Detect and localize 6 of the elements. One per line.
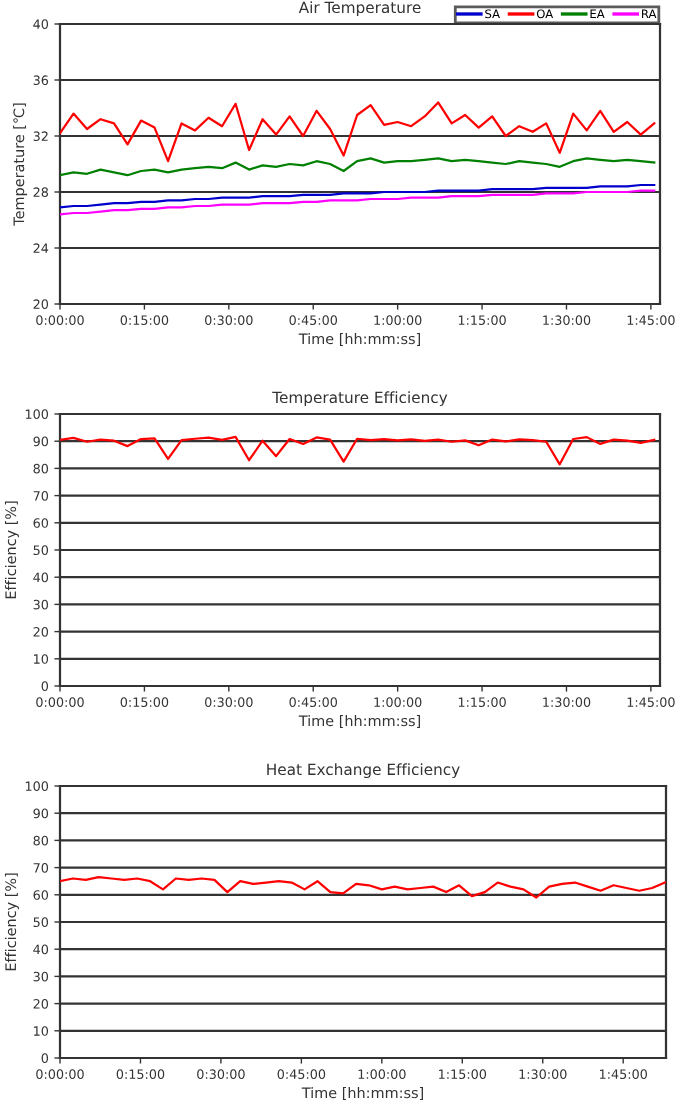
line-series <box>60 101 656 163</box>
line-series <box>60 183 656 209</box>
line-series <box>60 876 666 899</box>
line-series <box>60 189 656 216</box>
line-series <box>60 435 656 466</box>
line-series <box>60 157 656 177</box>
